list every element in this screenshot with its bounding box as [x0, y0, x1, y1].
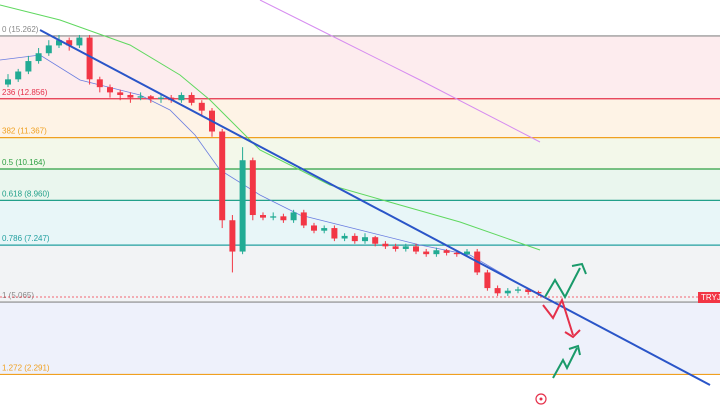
- candle-body: [56, 40, 62, 46]
- candle-body: [260, 215, 266, 218]
- candle-body: [341, 235, 348, 239]
- candle-body: [535, 292, 542, 294]
- fib-band: [0, 98, 720, 138]
- candle-body: [413, 246, 419, 252]
- candle-body: [239, 160, 246, 252]
- arrow-up: [544, 267, 581, 300]
- candle-body: [15, 71, 22, 80]
- candle-body: [107, 87, 113, 93]
- fib-band: [0, 137, 720, 169]
- candle-body: [178, 94, 185, 101]
- candle-body: [321, 228, 328, 231]
- candle-body: [86, 37, 93, 80]
- moving-average-mid: [0, 4, 541, 251]
- fib-label: 236 (12.856): [2, 88, 48, 97]
- fib-label: 0.5 (10.164): [2, 158, 45, 167]
- fib-band: [0, 302, 720, 375]
- candle-body: [137, 96, 144, 98]
- arrow-up-lower: [552, 347, 578, 379]
- arrow-up-head: [571, 262, 587, 275]
- fib-label: 1 (5.065): [2, 291, 34, 300]
- target-icon: [535, 393, 547, 405]
- candle-body: [280, 216, 287, 221]
- price-tag: [698, 292, 720, 303]
- candle-body: [25, 61, 32, 72]
- candle-body: [66, 40, 73, 46]
- candle-body: [443, 250, 450, 253]
- candle-body: [300, 212, 307, 226]
- candle-body: [504, 290, 511, 294]
- fib-band: [0, 35, 720, 99]
- candle-body: [392, 246, 399, 249]
- candle-body: [515, 289, 521, 291]
- candle-body: [372, 237, 379, 244]
- candle-body: [464, 251, 470, 255]
- candle-body: [525, 289, 532, 293]
- candle-body: [117, 92, 124, 95]
- candle-body: [433, 250, 440, 255]
- candle-body: [290, 212, 297, 221]
- candle-body: [382, 243, 389, 247]
- arrow-down-head: [564, 329, 581, 339]
- candle-body: [249, 160, 256, 216]
- candle-body: [229, 220, 236, 252]
- candle-body: [45, 45, 52, 54]
- candle-body: [362, 237, 368, 242]
- arrow-down: [542, 297, 574, 336]
- candle-body: [484, 272, 491, 289]
- candle-body: [198, 102, 205, 111]
- fib-band: [0, 168, 720, 201]
- fib-label: 0.786 (7.247): [2, 234, 50, 243]
- price-tag-label: TRYJ: [701, 293, 720, 302]
- candle-body: [96, 79, 103, 88]
- candle-body: [270, 216, 277, 218]
- candle-body: [76, 37, 83, 46]
- candle-body: [494, 288, 501, 294]
- candle-body: [331, 228, 338, 239]
- fib-label: 1.272 (2.291): [2, 364, 50, 373]
- candle-body: [147, 96, 154, 99]
- candle-body: [158, 97, 164, 99]
- candle-body: [219, 131, 226, 221]
- candle-body: [127, 94, 134, 98]
- candle-body: [311, 225, 317, 231]
- target-icon-dot: [539, 397, 543, 401]
- fib-label: 0.618 (8.960): [2, 190, 50, 199]
- fib-band: [0, 200, 720, 246]
- fib-band: [0, 245, 720, 303]
- arrow-up-lower-head: [568, 344, 581, 356]
- candle-body: [35, 53, 42, 62]
- candle-body: [423, 251, 430, 255]
- moving-average-long: [259, 0, 541, 143]
- fib-label: 382 (11.367): [2, 127, 47, 136]
- fib-label: 0 (15.262): [2, 25, 39, 34]
- trend-line: [39, 29, 711, 386]
- candle-body: [351, 235, 358, 242]
- candle-body: [402, 246, 409, 249]
- candle-body: [188, 94, 195, 103]
- candle-body: [453, 252, 460, 255]
- candle-body: [5, 79, 11, 85]
